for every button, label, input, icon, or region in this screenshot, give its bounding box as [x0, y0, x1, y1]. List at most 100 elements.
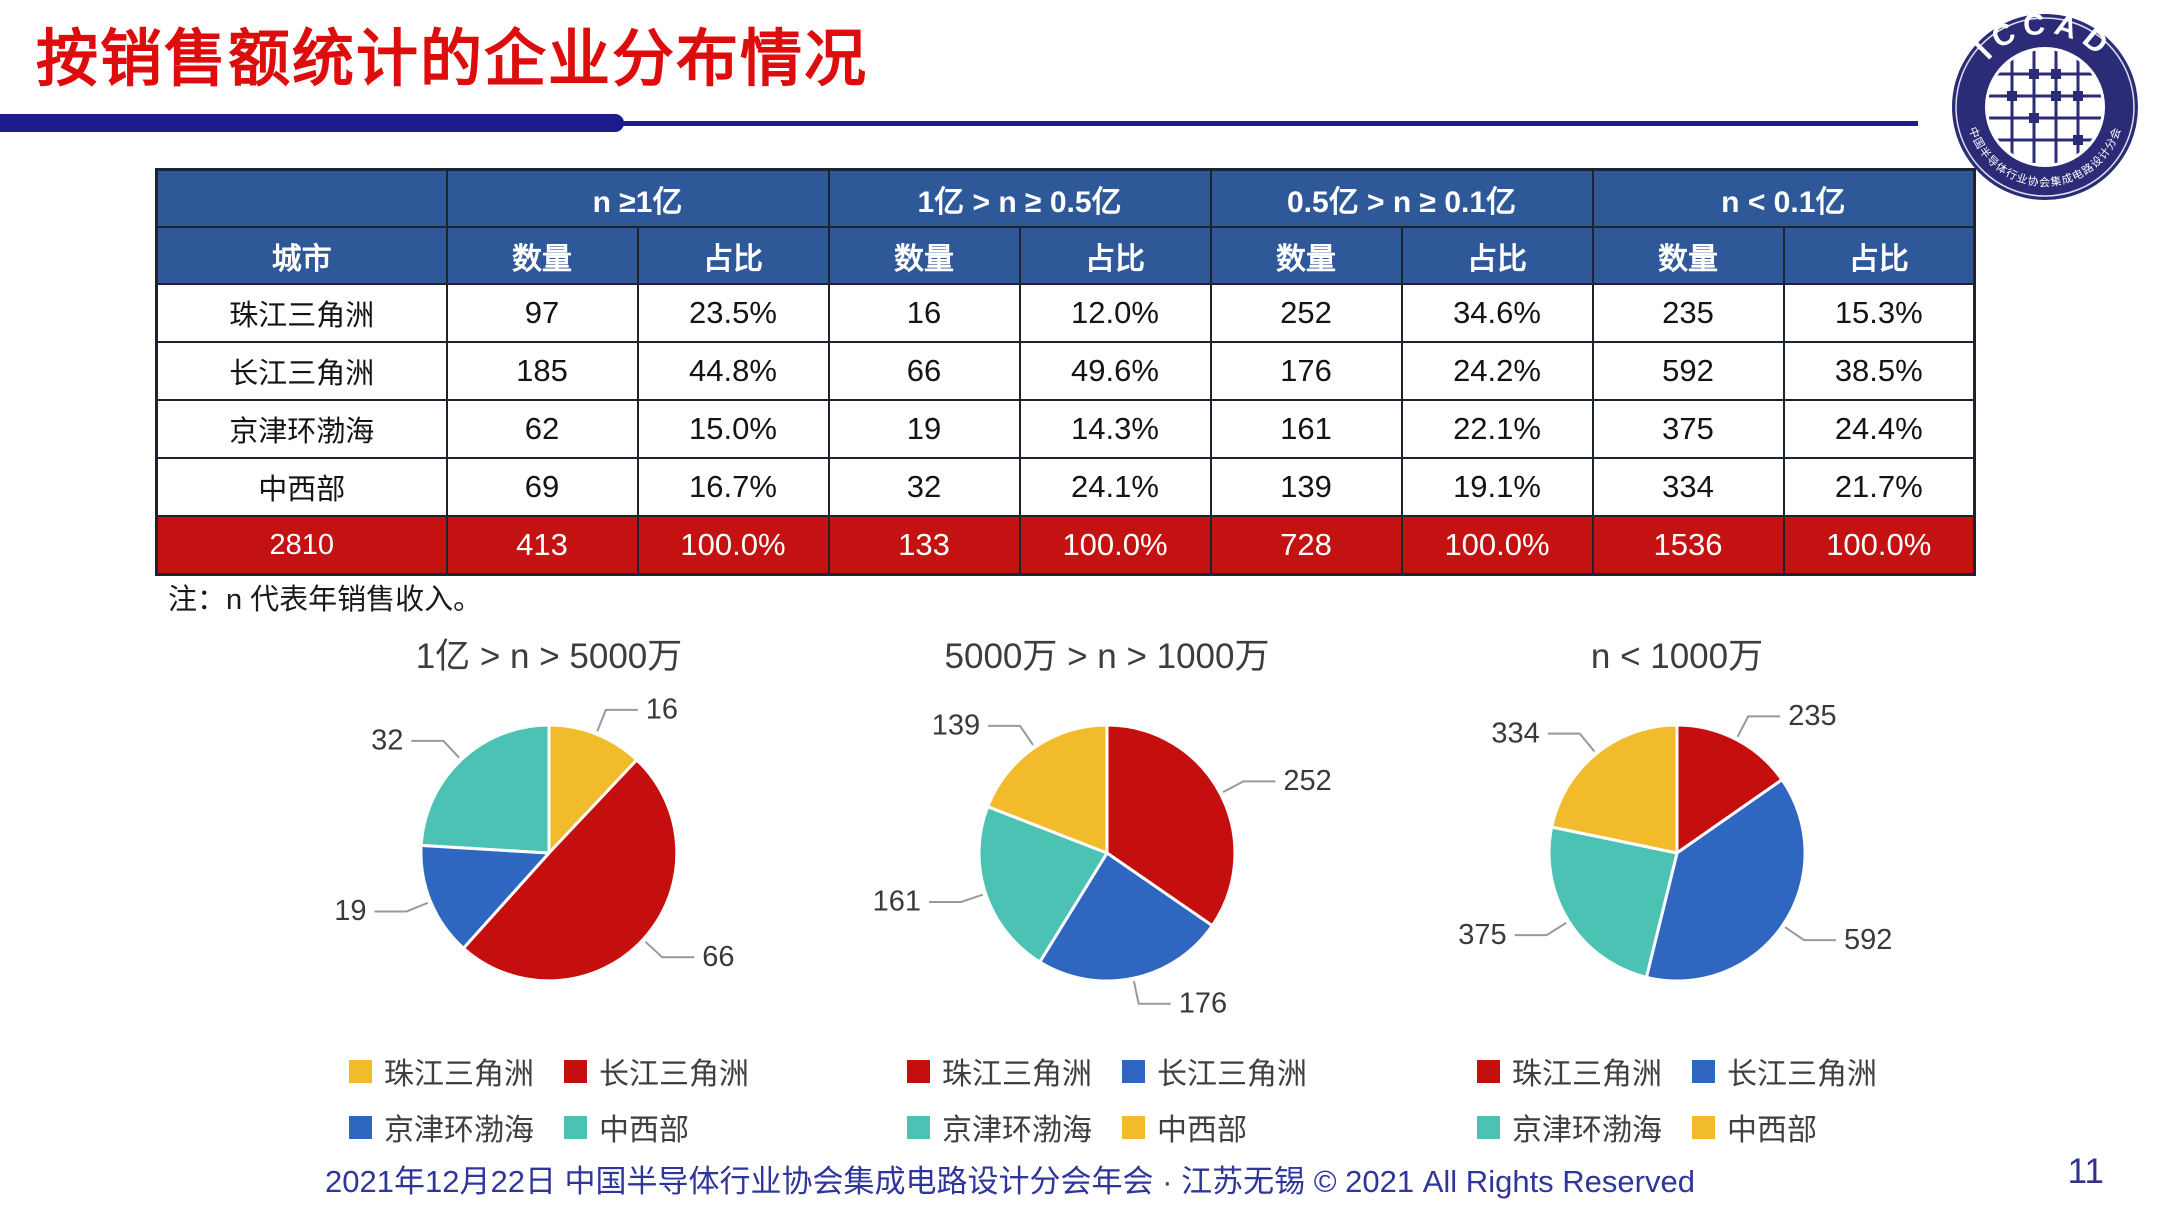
pie-slice	[547, 723, 639, 855]
legend-item: 长江三角洲	[564, 1049, 749, 1093]
pie-value-label: 592	[1844, 924, 1892, 956]
legend-swatch-icon	[1122, 1115, 1145, 1139]
page-number: 11	[2067, 1152, 2104, 1191]
value-cell: 592	[1591, 341, 1785, 401]
legend-item: 长江三角洲	[1122, 1049, 1307, 1093]
page-title: 按销售额统计的企业分布情况	[36, 25, 869, 94]
pie-value-label: 375	[1458, 919, 1506, 951]
group-header: 1亿 > n ≥ 0.5亿	[827, 168, 1212, 228]
value-cell: 24.2%	[1400, 341, 1594, 401]
pie-legend: 珠江三角洲 长江三角洲 京津环渤海 中西部	[817, 1049, 1397, 1149]
pie-slice	[419, 843, 551, 950]
city-cell: 中西部	[155, 457, 448, 517]
pie-slice	[419, 723, 551, 855]
value-cell: 185	[445, 341, 639, 401]
subheader-cell: 占比	[1400, 226, 1594, 285]
legend-label: 京津环渤海	[1512, 1114, 1662, 1147]
pie-leader-line	[596, 708, 638, 732]
subheader-cell: 占比	[636, 226, 830, 285]
value-cell: 100.0%	[1782, 515, 1976, 576]
value-cell: 235	[1591, 283, 1785, 343]
pie-slice	[986, 723, 1109, 855]
pie-leader-line	[1784, 926, 1836, 942]
city-cell: 京津环渤海	[155, 399, 448, 459]
legend-swatch-icon	[1692, 1059, 1715, 1083]
pie-svg: 16 66 19 32	[334, 694, 735, 983]
value-cell: 413	[445, 515, 639, 576]
legend-swatch-icon	[1692, 1115, 1715, 1139]
value-cell: 34.6%	[1400, 283, 1594, 343]
city-cell: 长江三角洲	[155, 341, 448, 401]
pie-leader-line	[988, 724, 1034, 746]
pie-leader-line	[1547, 732, 1596, 753]
pie-chart-2: 5000万 > n > 1000万 252 176 161 139 珠江三角洲 长江三角洲京…	[817, 628, 1397, 1149]
logo-circuit-grid	[1988, 50, 2102, 164]
subheader-cell: 数量	[827, 226, 1021, 285]
pie-leader-line	[411, 739, 460, 759]
legend-label: 珠江三角洲	[384, 1058, 534, 1091]
value-cell: 22.1%	[1400, 399, 1594, 459]
city-cell: 珠江三角洲	[155, 283, 448, 343]
table-total-row: 2810 413 100.0% 133 100.0% 728 100.0% 1536 100.0…	[155, 515, 1976, 576]
legend-swatch-icon	[907, 1059, 930, 1083]
pie-title: 5000万 > n > 1000万	[944, 637, 1270, 676]
pie-value-label: 139	[932, 710, 980, 742]
legend-item: 中西部	[1122, 1105, 1307, 1149]
value-cell: 14.3%	[1018, 399, 1212, 459]
value-cell: 252	[1209, 283, 1403, 343]
table-row: 京津环渤海 62 15.0% 19 14.3% 161 22.1% 375 24.4%	[155, 399, 1976, 459]
pie-slice	[1550, 723, 1679, 855]
pie-chart-3: n < 1000万 235 592 375 334 珠江三角洲 长江三角洲 京津环渤海 中西部	[1387, 628, 1967, 1149]
value-cell: 100.0%	[1400, 515, 1594, 576]
pie-value-label: 16	[646, 694, 678, 726]
group-header: n < 0.1亿	[1591, 168, 1976, 228]
pie-value-label: 19	[334, 895, 366, 927]
value-cell: 21.7%	[1782, 457, 1976, 517]
legend-label: 京津环渤海	[384, 1114, 534, 1147]
table-row: 长江三角洲 185 44.8% 66 49.6% 176 24.2% 592 38.5%	[155, 341, 1976, 401]
value-cell: 69	[445, 457, 639, 517]
legend-item: 长江三角洲	[1692, 1049, 1877, 1093]
value-cell: 19	[827, 399, 1021, 459]
city-cell: 2810	[155, 515, 448, 576]
legend-swatch-icon	[349, 1059, 372, 1083]
legend-swatch-icon	[907, 1115, 930, 1139]
pie-value-label: 235	[1788, 700, 1836, 732]
pie-leader-line	[1222, 780, 1276, 793]
corner-cell	[155, 168, 448, 228]
legend-label: 中西部	[1157, 1114, 1247, 1147]
value-cell: 16	[827, 283, 1021, 343]
legend-label: 珠江三角洲	[1512, 1058, 1662, 1091]
pie-slice	[1105, 723, 1237, 928]
value-cell: 15.0%	[636, 399, 830, 459]
table-subheader-row: 城市 数量 占比 数量 占比 数量 占比 数量 占比	[155, 226, 1976, 285]
pie-legend: 珠江三角洲 长江三角洲 京津环渤海 中西部	[259, 1049, 839, 1149]
subheader-cell: 占比	[1782, 226, 1976, 285]
legend-label: 长江三角洲	[1157, 1058, 1307, 1091]
legend-item: 京津环渤海	[1477, 1105, 1662, 1149]
legend-label: 中西部	[599, 1114, 689, 1147]
iccad-logo-icon: ICCAD 中国半导体行业协会集成电路设计分会	[1952, 12, 2138, 200]
value-cell: 49.6%	[1018, 341, 1212, 401]
pie-slice	[977, 805, 1109, 964]
value-cell: 44.8%	[636, 341, 830, 401]
value-cell: 375	[1591, 399, 1785, 459]
value-cell: 62	[445, 399, 639, 459]
legend-label: 珠江三角洲	[942, 1058, 1092, 1091]
group-header: n ≥1亿	[445, 168, 830, 228]
value-cell: 97	[445, 283, 639, 343]
pie-slice	[1644, 778, 1807, 983]
pie-slice	[1675, 723, 1784, 855]
value-cell: 334	[1591, 457, 1785, 517]
value-cell: 16.7%	[636, 457, 830, 517]
pie-leader-line	[644, 940, 695, 959]
legend-item: 中西部	[1692, 1105, 1877, 1149]
legend-swatch-icon	[1477, 1115, 1500, 1139]
pie-value-label: 66	[702, 941, 734, 973]
value-cell: 176	[1209, 341, 1403, 401]
pie-value-label: 176	[1179, 987, 1227, 1019]
legend-item: 珠江三角洲	[907, 1049, 1092, 1093]
value-cell: 100.0%	[1018, 515, 1212, 576]
